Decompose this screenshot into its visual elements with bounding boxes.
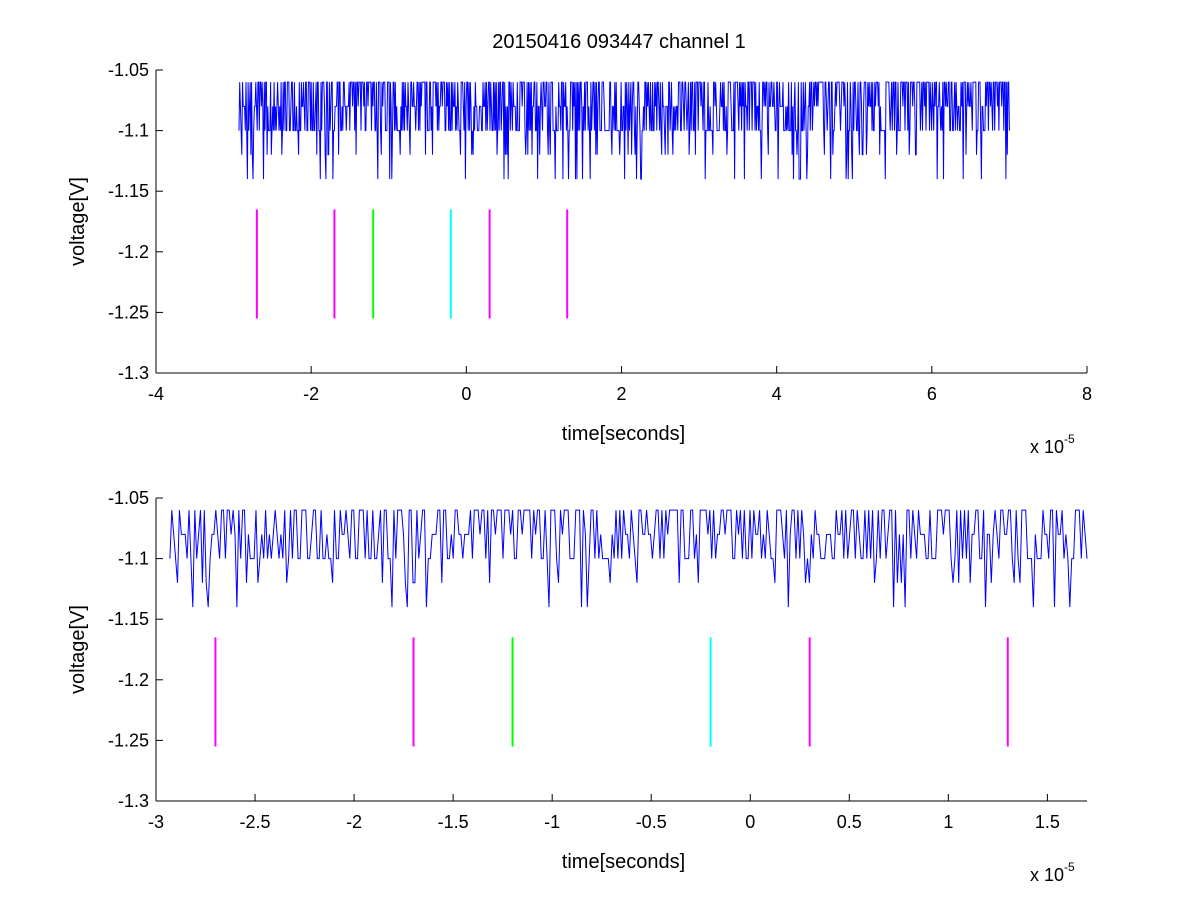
y-tick-label: -1.1 [118,549,149,569]
voltage-trace [238,81,1010,180]
y-tick-label: -1.3 [118,363,149,383]
y-tick-label: -1.15 [108,609,149,629]
x-tick-label: 1.5 [1035,812,1060,832]
x-exponent-base: x 10 [1030,865,1064,885]
plot-title: 20150416 093447 channel 1 [492,31,746,53]
y-tick-label: -1.05 [108,488,149,508]
y-tick-label: -1.1 [118,121,149,141]
x-tick-label: -4 [148,384,164,404]
y-tick-label: -1.05 [108,60,149,80]
x-exponent-label: x 10-5 [1030,432,1075,457]
x-tick-label: 0 [745,812,755,832]
x-tick-label: -2.5 [240,812,271,832]
y-axis-label: voltage[V] [67,177,89,266]
y-tick-label: -1.2 [118,670,149,690]
bottom-panel: -3 -2.5 -2 -1.5 -1 -0.5 0 0.5 1 1.5 -1.05 -1.1 -1.15… [67,488,1088,885]
y-axis-label: voltage[V] [67,605,89,694]
x-axis-label: time[seconds] [562,851,685,873]
x-tick-label: -1.5 [438,812,469,832]
y-tick-label: -1.25 [108,730,149,750]
y-tick-label: -1.15 [108,181,149,201]
x-tick-label: -3 [148,812,164,832]
top-panel: -4 -2 0 2 4 6 8 -1.05 -1.1 -1.15 -1.2 -1.25 -1.3 time… [67,60,1092,457]
x-tick-label: 8 [1082,384,1092,404]
x-tick-label: 4 [772,384,782,404]
x-tick-label: 0 [461,384,471,404]
voltage-trace [169,509,1088,608]
x-tick-label: -0.5 [636,812,667,832]
x-axis-label: time[seconds] [562,423,685,445]
x-tick-label: 2 [616,384,626,404]
y-tick-label: -1.2 [118,242,149,262]
x-tick-label: -2 [303,384,319,404]
x-exponent-power: -5 [1064,860,1075,874]
x-tick-label: -1 [544,812,560,832]
x-tick-label: -2 [346,812,362,832]
x-exponent-base: x 10 [1030,437,1064,457]
y-tick-label: -1.25 [108,302,149,322]
x-exponent-power: -5 [1064,432,1075,446]
y-tick-label: -1.3 [118,791,149,811]
x-tick-label: 0.5 [837,812,862,832]
x-tick-label: 6 [927,384,937,404]
x-tick-label: 1 [943,812,953,832]
x-exponent-label: x 10-5 [1030,860,1075,885]
